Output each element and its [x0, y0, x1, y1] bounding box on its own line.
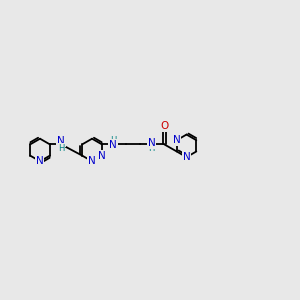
Text: N: N	[88, 156, 96, 166]
Text: N: N	[148, 139, 156, 148]
Text: N: N	[98, 151, 106, 160]
Text: H: H	[58, 144, 64, 153]
Text: H: H	[110, 136, 116, 145]
Text: N: N	[173, 135, 181, 145]
Text: O: O	[160, 121, 168, 131]
Text: N: N	[183, 152, 190, 162]
Text: H: H	[148, 144, 155, 153]
Text: N: N	[36, 156, 43, 166]
Text: N: N	[109, 140, 117, 150]
Text: N: N	[57, 136, 65, 146]
